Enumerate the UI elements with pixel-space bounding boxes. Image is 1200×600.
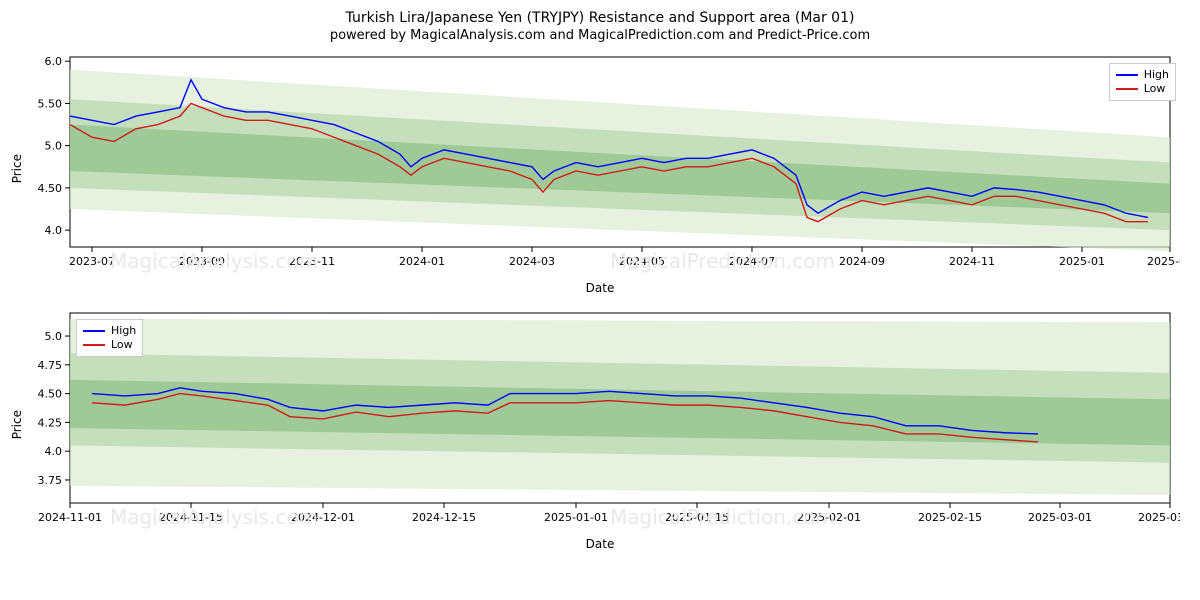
title-block: Turkish Lira/Japanese Yen (TRYJPY) Resis… <box>10 10 1190 43</box>
svg-text:2025-03-01: 2025-03-01 <box>1028 511 1092 524</box>
svg-text:2024-11-01: 2024-11-01 <box>38 511 102 524</box>
legend-item-low: Low <box>83 338 136 352</box>
svg-text:6.0: 6.0 <box>45 55 63 68</box>
legend-label-low: Low <box>111 338 133 352</box>
legend-label-high: High <box>1144 68 1169 82</box>
y-axis-label: Price <box>10 410 24 439</box>
legend-swatch-high <box>83 330 105 332</box>
svg-text:5.50: 5.50 <box>38 97 63 110</box>
svg-text:2025-02-15: 2025-02-15 <box>918 511 982 524</box>
svg-text:2023-11: 2023-11 <box>289 255 335 268</box>
svg-text:2024-11-15: 2024-11-15 <box>159 511 223 524</box>
svg-text:4.25: 4.25 <box>38 416 63 429</box>
svg-text:2024-05: 2024-05 <box>619 255 665 268</box>
legend-item-low: Low <box>1116 82 1169 96</box>
svg-text:2025-03-15: 2025-03-15 <box>1138 511 1180 524</box>
legend-bottom: High Low <box>76 319 143 357</box>
legend-item-high: High <box>83 324 136 338</box>
svg-text:2023-09: 2023-09 <box>179 255 225 268</box>
svg-text:4.50: 4.50 <box>38 182 63 195</box>
figure: Turkish Lira/Japanese Yen (TRYJPY) Resis… <box>10 10 1190 551</box>
svg-text:2024-09: 2024-09 <box>839 255 885 268</box>
legend-label-high: High <box>111 324 136 338</box>
svg-text:2025-01-01: 2025-01-01 <box>544 511 608 524</box>
chart-top: Price 4.0 4.50 5.0 5.50 6.0 2023-07 2023-09 202… <box>10 49 1190 279</box>
chart-top-svg: 4.0 4.50 5.0 5.50 6.0 2023-07 2023-09 2023-11 20… <box>10 49 1180 275</box>
svg-text:2024-12-15: 2024-12-15 <box>412 511 476 524</box>
svg-text:4.75: 4.75 <box>38 359 63 372</box>
legend-item-high: High <box>1116 68 1169 82</box>
y-axis-label: Price <box>10 154 24 183</box>
svg-text:4.50: 4.50 <box>38 388 63 401</box>
chart-title: Turkish Lira/Japanese Yen (TRYJPY) Resis… <box>10 10 1190 26</box>
svg-text:2025-02-01: 2025-02-01 <box>797 511 861 524</box>
svg-text:3.75: 3.75 <box>38 474 63 487</box>
svg-text:2025-01-15: 2025-01-15 <box>665 511 729 524</box>
svg-text:5.0: 5.0 <box>45 330 63 343</box>
x-axis-label: Date <box>10 281 1190 295</box>
svg-text:2024-01: 2024-01 <box>399 255 445 268</box>
svg-text:2025-01: 2025-01 <box>1059 255 1105 268</box>
chart-bottom-svg: 3.75 4.0 4.25 4.50 4.75 5.0 2024-11-01 2024-11-… <box>10 305 1180 531</box>
legend-swatch-low <box>1116 88 1138 90</box>
legend-swatch-low <box>83 344 105 346</box>
chart-subtitle: powered by MagicalAnalysis.com and Magic… <box>10 28 1190 43</box>
svg-text:2025-03: 2025-03 <box>1147 255 1180 268</box>
svg-text:2024-03: 2024-03 <box>509 255 555 268</box>
svg-text:5.0: 5.0 <box>45 140 63 153</box>
x-axis-label: Date <box>10 537 1190 551</box>
svg-text:2023-07: 2023-07 <box>69 255 115 268</box>
legend-swatch-high <box>1116 74 1138 76</box>
legend-label-low: Low <box>1144 82 1166 96</box>
legend-top: High Low <box>1109 63 1176 101</box>
svg-text:2024-07: 2024-07 <box>729 255 775 268</box>
svg-text:2024-11: 2024-11 <box>949 255 995 268</box>
svg-text:4.0: 4.0 <box>45 224 63 237</box>
svg-text:4.0: 4.0 <box>45 445 63 458</box>
svg-text:2024-12-01: 2024-12-01 <box>291 511 355 524</box>
chart-bottom: Price 3.75 4.0 4.25 4.50 4.75 5.0 2024-11-01 20… <box>10 305 1190 535</box>
